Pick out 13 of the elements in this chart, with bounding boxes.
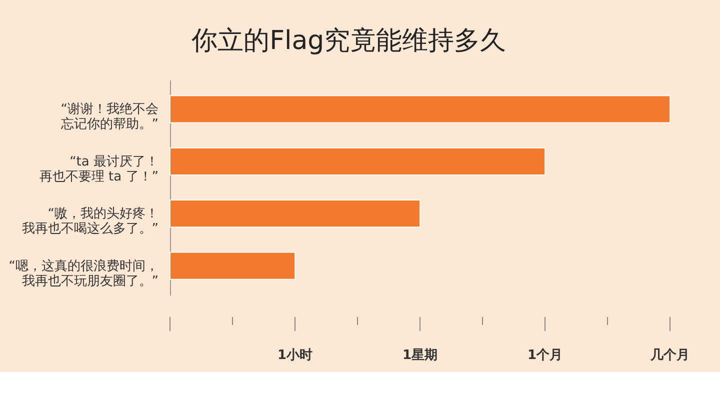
text: 1星期 [402,348,438,363]
bar [170,252,296,280]
y-tick-label: “嗯，这真的很浪费时间，我再也不玩朋友圈了。” [8,258,158,289]
bar [170,200,420,228]
bar [170,95,670,124]
bar [170,147,546,176]
text: 1小时 [277,348,313,363]
text: 几个月 [650,348,690,363]
y-tick-label: “谢谢！我绝不会忘记你的帮助。” [60,102,158,132]
y-tick-label: “嗷，我的头好疼！我再也不喝这么多了。” [22,206,158,237]
text: 1个月 [527,348,563,363]
chart-title: 你立的Flag究竟能维持多久 [190,26,506,56]
y-tick-label: “ta 最讨厌了！再也不要理 ta 了！” [39,154,158,184]
